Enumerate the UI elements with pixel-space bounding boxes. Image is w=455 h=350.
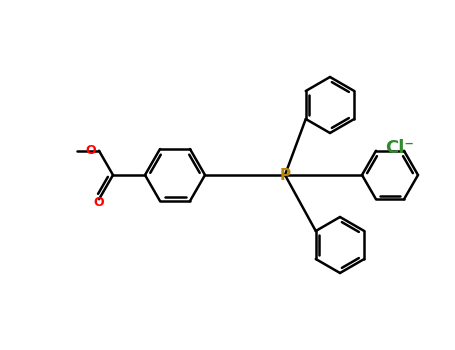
Text: O: O bbox=[94, 196, 104, 209]
Text: O: O bbox=[86, 144, 96, 157]
Text: P: P bbox=[279, 168, 291, 182]
Text: Cl⁻: Cl⁻ bbox=[385, 139, 415, 157]
